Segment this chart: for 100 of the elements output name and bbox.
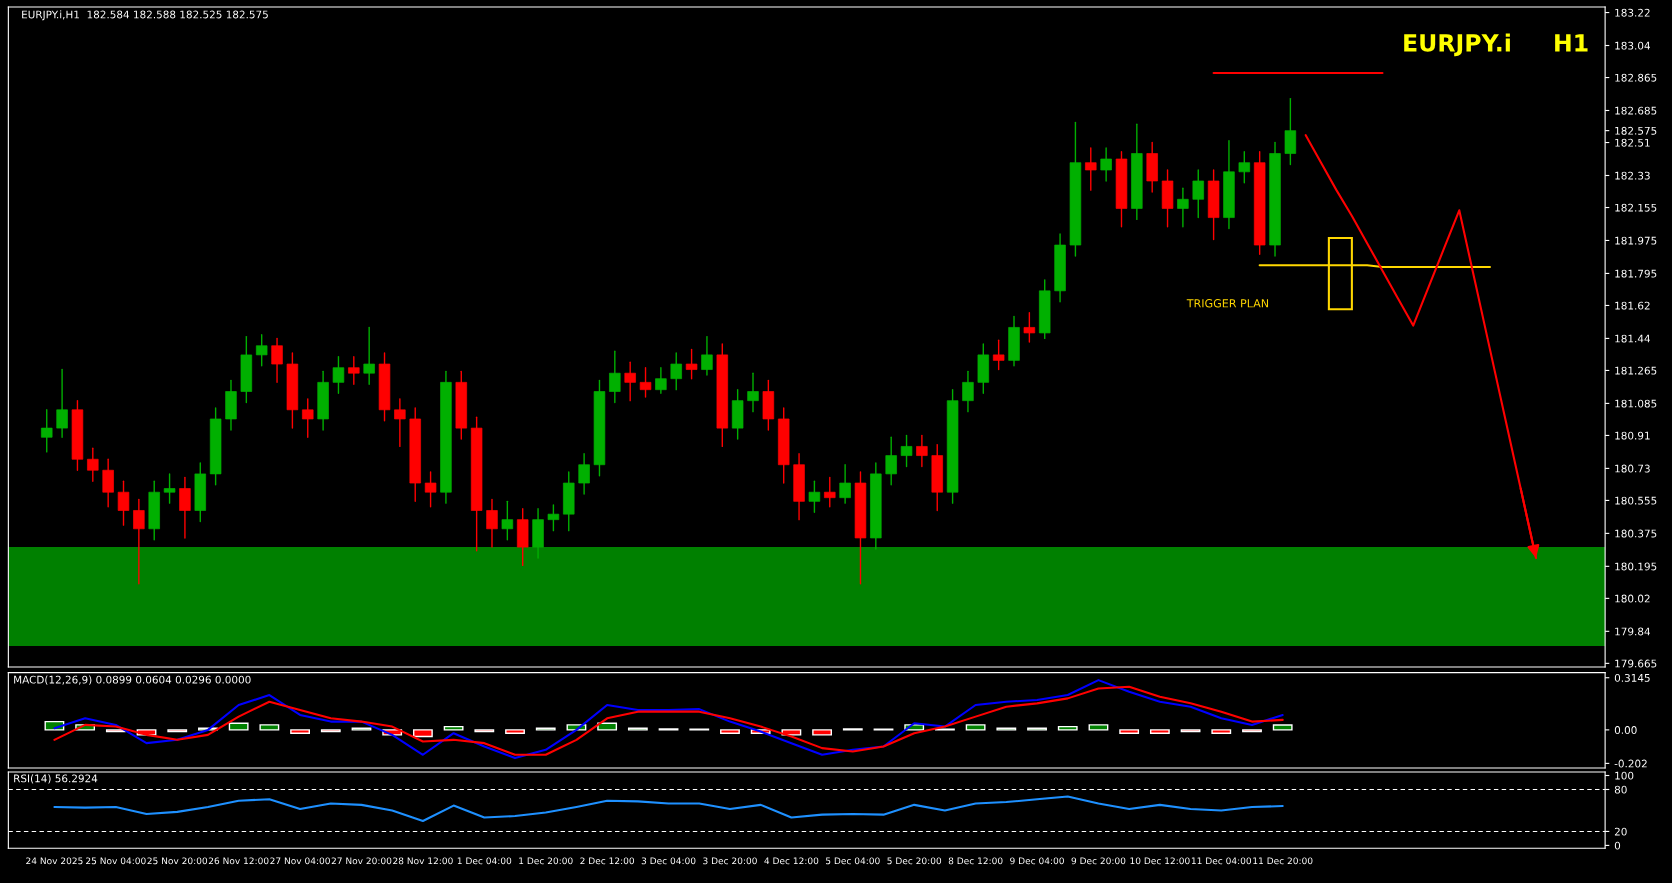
x-tick-label: 4 Dec 12:00	[764, 857, 819, 865]
bar	[1119, 729, 1140, 734]
candlestick	[56, 368, 68, 438]
chart-title: MACD(12,26,9) 0.0899 0.0604 0.0296 0.0000	[14, 675, 251, 685]
candlestick	[332, 356, 345, 395]
y-tick-label: 80	[1614, 785, 1627, 794]
bar	[412, 729, 433, 738]
y-tick-label: 183.22	[1615, 8, 1650, 17]
candlestick	[1023, 312, 1036, 343]
candlestick	[992, 339, 1005, 371]
candlestick	[255, 334, 268, 367]
x-tick-label: 26 Nov 12:00	[208, 857, 269, 865]
bar	[1149, 729, 1170, 734]
x-tick-label: 11 Dec 04:00	[1191, 857, 1252, 865]
bar	[1057, 725, 1078, 731]
y-tick-label: 182.685	[1615, 106, 1657, 115]
candlestick	[701, 335, 713, 376]
bar	[597, 722, 618, 731]
candlestick	[1100, 147, 1112, 182]
y-tick-label: 181.265	[1615, 366, 1657, 375]
y-tick-label: 180.555	[1615, 496, 1657, 505]
candlestick	[102, 458, 114, 508]
x-tick-label: 8 Dec 12:00	[948, 857, 1003, 865]
y-tick-label: 0.00	[1614, 726, 1637, 734]
candlestick	[885, 436, 897, 486]
candlestick	[962, 370, 974, 413]
candlestick	[1238, 150, 1251, 184]
candlestick	[685, 348, 698, 380]
y-tick-label: 182.155	[1615, 203, 1657, 212]
y-tick-label: 179.84	[1615, 627, 1651, 636]
candlestick	[839, 464, 851, 504]
candlestick	[424, 471, 437, 508]
bar	[505, 729, 525, 734]
bar	[290, 729, 310, 734]
y-tick-label: 180.375	[1615, 529, 1657, 538]
y-tick-label: 181.44	[1615, 334, 1651, 343]
chart-subtitle: EURJPY.i,H1 182.584 182.588 182.525 182.575	[22, 10, 268, 21]
x-tick-label: 3 Dec 04:00	[641, 857, 696, 865]
y-tick-label: 182.33	[1615, 171, 1650, 180]
bar	[259, 724, 280, 731]
bar	[228, 722, 249, 731]
candlestick	[363, 326, 375, 385]
candlestick	[670, 352, 682, 391]
candlestick	[1192, 169, 1204, 219]
x-tick-label: 5 Dec 20:00	[887, 857, 942, 865]
candlestick	[824, 476, 836, 508]
candlestick	[639, 367, 652, 398]
text: EURJPY.i H1	[1404, 33, 1588, 57]
y-tick-label: 182.51	[1615, 138, 1650, 147]
candlestick	[655, 367, 667, 395]
y-tick-label: 181.975	[1615, 236, 1657, 245]
y-tick-label: 182.865	[1615, 73, 1657, 82]
annotation: TRIGGER PLAN	[1186, 299, 1269, 308]
candlestick	[900, 434, 913, 468]
x-tick-label: 10 Dec 12:00	[1130, 857, 1190, 865]
y-tick-label: 179.665	[1615, 659, 1657, 668]
candlestick	[348, 356, 360, 385]
x-tick-label: 9 Dec 04:00	[1010, 857, 1064, 865]
y-tick-label: 0.3145	[1614, 673, 1650, 682]
x-tick-label: 9 Dec 20:00	[1071, 857, 1126, 865]
y-tick-label: 180.02	[1615, 594, 1650, 603]
y-tick-label: -0.202	[1614, 759, 1647, 768]
x-tick-label: 1 Dec 20:00	[519, 857, 573, 865]
candlestick	[179, 476, 191, 539]
bar	[1211, 729, 1232, 734]
candlestick	[302, 398, 314, 438]
x-tick-label: 27 Nov 20:00	[331, 857, 392, 865]
x-tick-label: 3 Dec 20:00	[703, 857, 757, 865]
bar	[720, 729, 740, 734]
candlestick	[486, 498, 498, 548]
candlestick	[916, 434, 928, 468]
chart-title: RSI(14) 56.2924	[14, 774, 98, 784]
candlestick	[1085, 147, 1097, 191]
bar	[1272, 724, 1293, 731]
x-tick-label: 28 Nov 12:00	[393, 857, 453, 865]
candlestick	[117, 480, 130, 526]
candlestick	[624, 361, 636, 402]
candlestick	[501, 500, 514, 541]
y-tick-label: 181.795	[1615, 269, 1657, 278]
y-tick-label: 180.73	[1615, 464, 1650, 473]
candlestick	[609, 350, 621, 404]
y-tick-label: 182.575	[1615, 126, 1657, 135]
x-tick-label: 27 Nov 04:00	[270, 857, 330, 865]
candlestick	[133, 498, 145, 585]
y-tick-label: 0	[1614, 841, 1621, 850]
candlestick	[747, 372, 759, 413]
bar	[812, 729, 833, 736]
line-series	[53, 795, 1284, 822]
bar	[965, 724, 986, 731]
y-tick-label: 180.91	[1615, 431, 1650, 440]
bar	[443, 725, 464, 731]
candlestick	[578, 453, 590, 495]
x-tick-label: 2 Dec 12:00	[580, 857, 635, 865]
x-tick-label: 1 Dec 04:00	[457, 857, 512, 865]
candlestick	[394, 398, 406, 448]
x-tick-label: 24 Nov 2025	[26, 857, 83, 865]
candlestick	[547, 504, 560, 532]
candlestick	[41, 409, 53, 453]
x-tick-label: 25 Nov 20:00	[147, 857, 208, 865]
y-tick-label: 181.62	[1615, 301, 1650, 310]
